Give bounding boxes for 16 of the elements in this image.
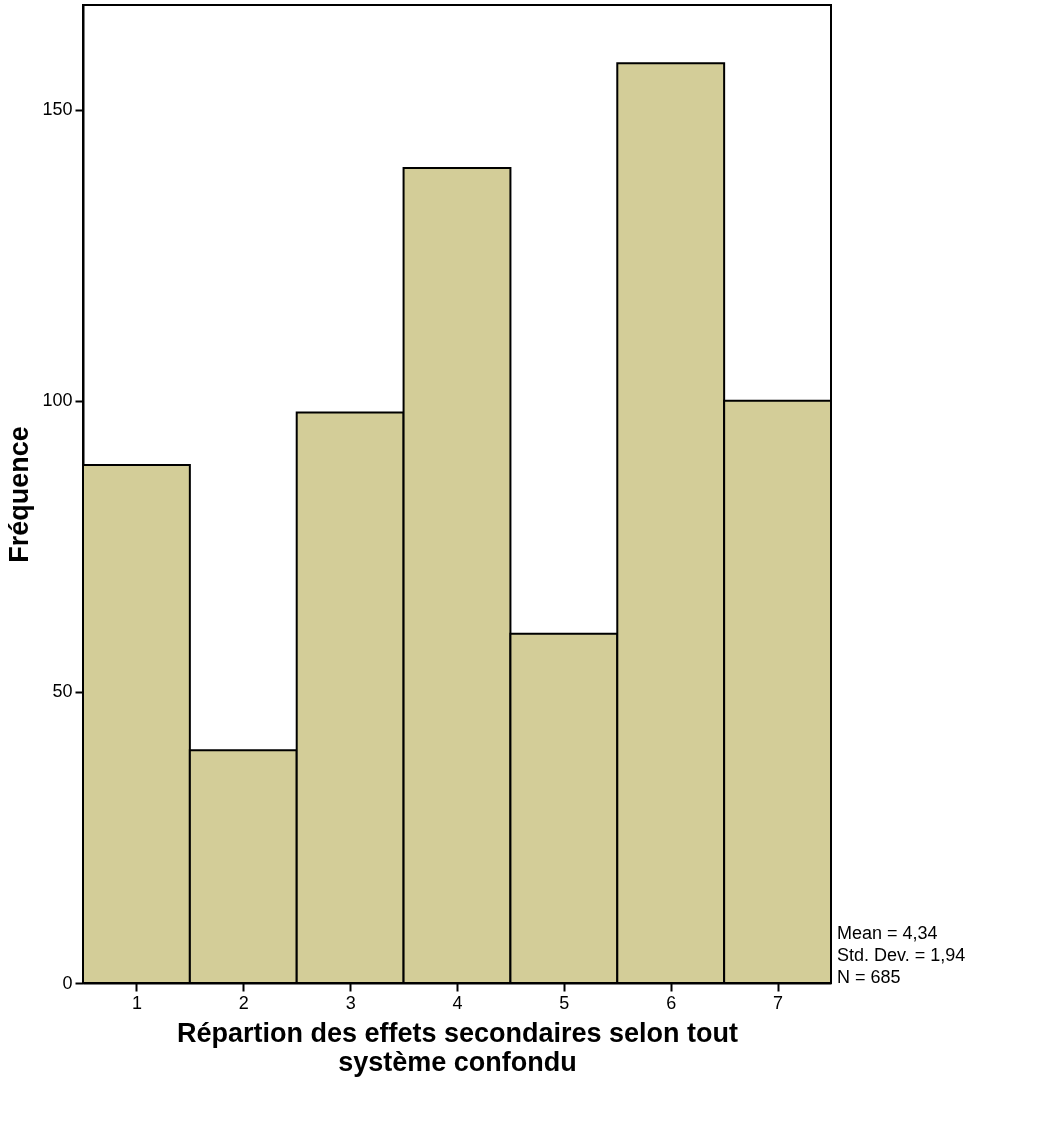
x-tick-label: 2 [238,992,249,1013]
y-tick-label: 150 [42,99,73,120]
x-tick-label: 7 [773,992,784,1013]
y-tick-label: 0 [62,972,73,993]
x-tick-label: 6 [666,992,677,1013]
y-tick-label: 100 [42,390,73,411]
y-tick-label: 50 [52,681,73,702]
text: Std. Dev. = 1,94 [837,945,966,965]
x-tick-label: 5 [559,992,570,1013]
x-tick-label: 4 [452,992,463,1013]
x-tick-label: 3 [345,992,356,1013]
y-axis-title: Fréquence [4,426,35,563]
text: Mean = 4,34 [837,923,938,943]
text: N = 685 [837,967,901,987]
x-axis-title: Répartion des effets secondaires selon tout système confondu [176,1017,739,1077]
x-tick-label: 1 [131,992,142,1013]
